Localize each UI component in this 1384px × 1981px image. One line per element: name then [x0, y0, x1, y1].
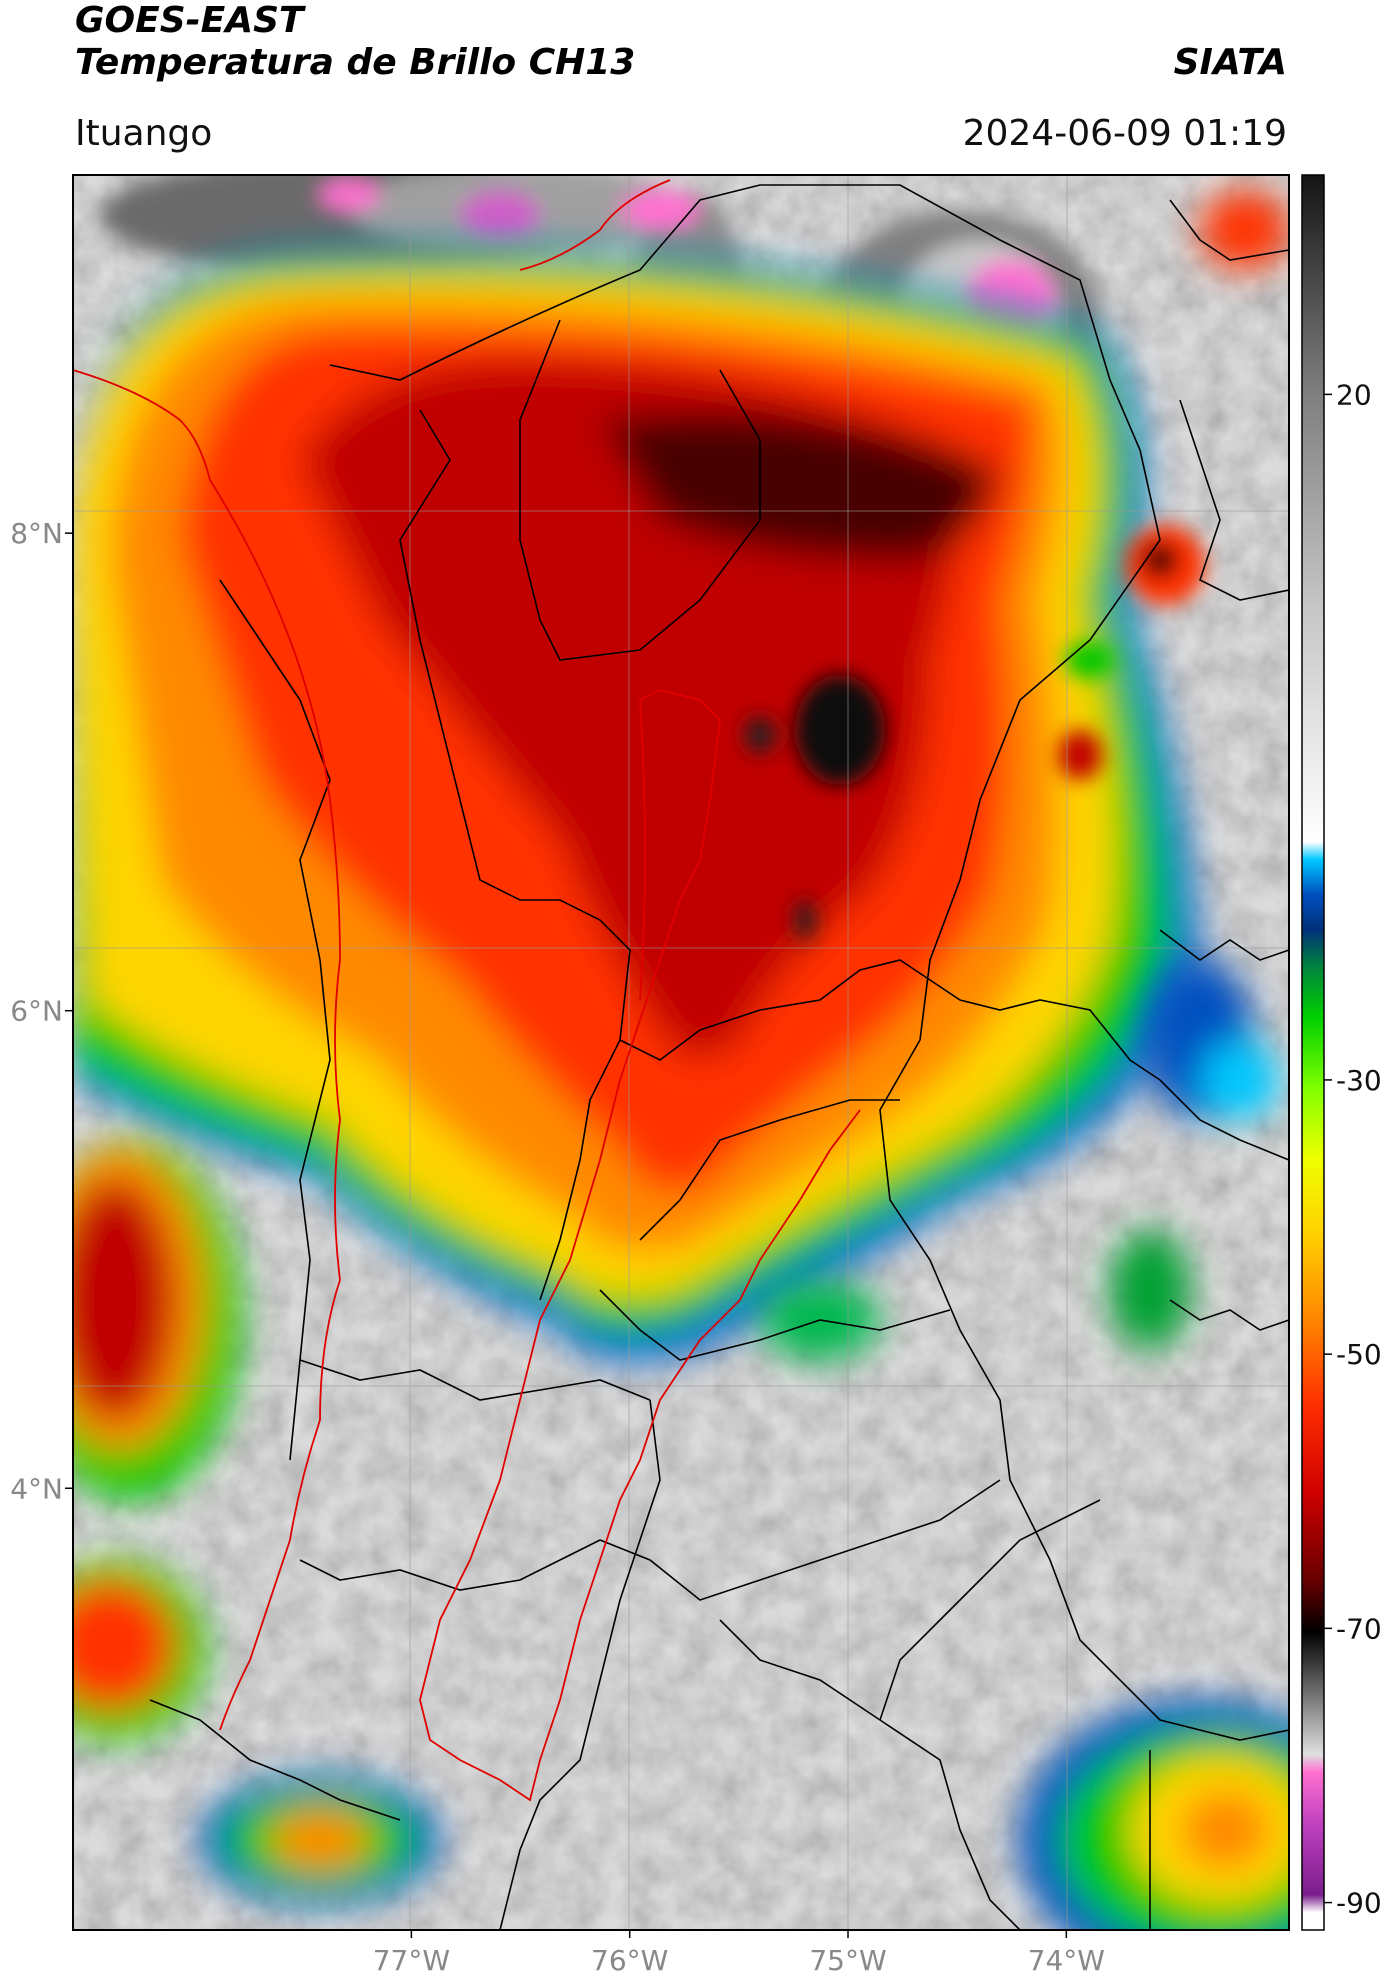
region-label: Ituango — [75, 113, 213, 154]
lon-tick-label: 75°W — [809, 1944, 886, 1977]
map-axes: 8°N 6°N 4°N 77°W 76°W 75°W 74°W — [10, 517, 1105, 1977]
ituango-outline — [73, 179, 861, 1802]
lat-tick-label: 8°N — [10, 517, 63, 550]
administrative-boundaries — [149, 184, 1289, 1930]
map-grid — [73, 175, 1289, 1930]
brightness-temperature-field — [73, 175, 1289, 1930]
title-line-2: Temperatura de Brillo CH13 — [75, 42, 636, 83]
lat-tick-label: 6°N — [10, 995, 63, 1028]
colorbar-ticks: 20 -30 -50 -70 -90 — [1324, 378, 1382, 1920]
title-line-1: GOES-EAST — [75, 0, 304, 41]
colorbar-tick-label: -90 — [1336, 1887, 1382, 1920]
map-frame — [72, 174, 1290, 1931]
lat-tick-label: 4°N — [10, 1472, 63, 1505]
lon-tick-label: 74°W — [1028, 1944, 1105, 1977]
colorbar-tick-label: -50 — [1336, 1338, 1382, 1371]
datetime-label: 2024-06-09 01:19 — [962, 113, 1287, 154]
brand-label: SIATA — [1173, 42, 1287, 83]
lon-tick-label: 76°W — [591, 1944, 668, 1977]
colorbar-tick-label: -70 — [1336, 1612, 1382, 1645]
colorbar-tick-label: 20 — [1336, 378, 1372, 411]
colorbar — [1301, 174, 1325, 1931]
colorbar-tick-label: -30 — [1336, 1064, 1382, 1097]
lon-tick-label: 77°W — [373, 1944, 450, 1977]
